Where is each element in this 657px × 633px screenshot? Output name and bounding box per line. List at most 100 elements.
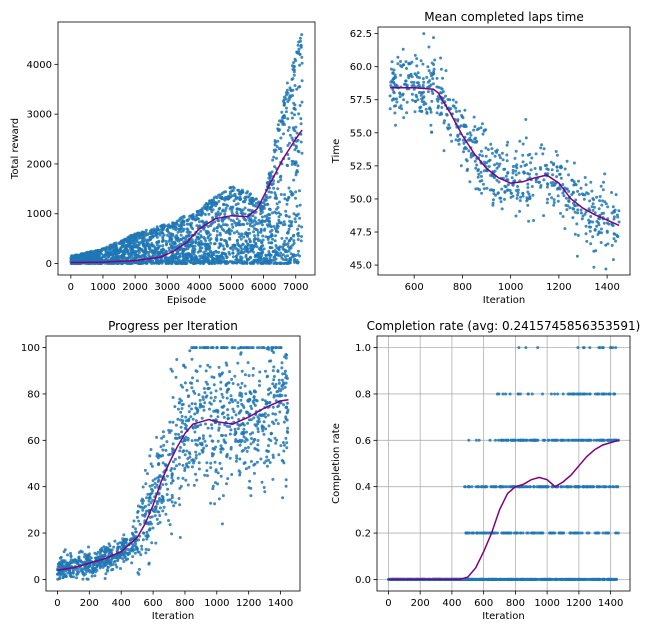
scatter-point: [233, 433, 237, 437]
scatter-point: [137, 538, 140, 542]
scatter-point: [440, 91, 443, 95]
scatter-point: [236, 404, 240, 408]
scatter-point: [207, 247, 211, 251]
scatter-point: [73, 256, 77, 260]
scatter-point: [439, 56, 443, 60]
scatter-point: [238, 424, 241, 428]
scatter-point: [220, 192, 224, 196]
scatter-point: [617, 220, 621, 224]
scatter-point: [253, 234, 256, 238]
scatter-point: [205, 202, 209, 206]
scatter-point: [283, 372, 287, 376]
scatter-point: [281, 496, 285, 500]
scatter-point: [125, 244, 129, 248]
scatter-point: [118, 553, 122, 557]
scatter-point: [213, 460, 217, 464]
scatter-point: [426, 90, 430, 94]
scatter-point: [484, 154, 488, 158]
scatter-point: [211, 447, 215, 450]
scatter-point: [118, 248, 122, 252]
scatter-point: [284, 213, 288, 217]
scatter-point: [209, 501, 213, 505]
scatter-point: [245, 222, 249, 226]
scatter-point: [444, 94, 447, 98]
scatter-point: [251, 196, 255, 200]
scatter-point: [572, 161, 576, 165]
scatter-point: [91, 563, 95, 567]
scatter-point: [272, 262, 276, 265]
scatter-point: [83, 568, 87, 571]
scatter-point: [275, 438, 279, 442]
scatter-point: [441, 76, 445, 80]
scatter-point: [246, 250, 250, 254]
scatter-point: [202, 250, 206, 254]
scatter-point: [147, 561, 151, 565]
scatter-point: [286, 117, 290, 121]
scatter-point: [480, 179, 484, 183]
scatter-point: [159, 445, 163, 449]
scatter-point: [528, 195, 532, 199]
scatter-point: [224, 441, 228, 445]
scatter-point: [265, 214, 269, 218]
scatter-point: [230, 473, 234, 476]
scatter-point: [546, 197, 549, 201]
scatter-point: [106, 251, 110, 255]
scatter-point: [187, 417, 191, 421]
scatter-point: [240, 232, 244, 236]
scatter-point: [610, 243, 614, 247]
scatter-point: [141, 249, 145, 253]
scatter-point: [480, 191, 484, 195]
scatter-point: [201, 220, 205, 224]
scatter-point: [214, 470, 218, 473]
scatter-point: [253, 216, 257, 220]
scatter-point: [170, 246, 174, 250]
scatter-point: [291, 126, 295, 130]
scatter-point: [161, 244, 165, 248]
scatter-point: [164, 239, 168, 243]
scatter-point: [264, 402, 268, 406]
scatter-point: [556, 199, 560, 203]
scatter-point: [256, 443, 260, 447]
scatter-point: [263, 412, 267, 416]
scatter-point: [289, 89, 293, 93]
scatter-point: [159, 224, 163, 228]
scatter-point: [287, 157, 291, 161]
scatter-point: [474, 187, 478, 191]
scatter-point: [213, 502, 217, 506]
scatter-point: [194, 369, 198, 373]
scatter-point: [280, 361, 284, 365]
y-tick-label: 80: [27, 389, 40, 400]
scatter-point: [106, 569, 110, 573]
scatter-point: [161, 430, 165, 434]
scatter-point: [173, 405, 177, 409]
scatter-point: [208, 199, 211, 203]
scatter-point: [577, 193, 581, 196]
scatter-point: [161, 448, 165, 452]
scatter-point: [221, 196, 224, 200]
y-tick-label: 2000: [27, 159, 52, 170]
scatter-point: [282, 382, 286, 386]
scatter-point: [136, 232, 140, 236]
scatter-point: [262, 228, 266, 232]
scatter-point: [284, 261, 288, 265]
scatter-point: [300, 61, 304, 65]
scatter-point: [239, 346, 243, 350]
scatter-point: [183, 365, 187, 369]
scatter-point: [216, 439, 220, 443]
scatter-point: [296, 138, 300, 142]
scatter-point: [567, 189, 571, 193]
scatter-point: [235, 247, 239, 251]
scatter-point: [300, 100, 304, 104]
scatter-point: [215, 254, 219, 258]
scatter-point: [240, 381, 244, 385]
scatter-series: [388, 32, 621, 271]
scatter-point: [419, 105, 423, 109]
scatter-point: [239, 197, 243, 201]
scatter-point: [120, 541, 124, 545]
scatter-point: [259, 205, 263, 209]
scatter-point: [231, 185, 235, 189]
scatter-point: [227, 250, 231, 254]
scatter-point: [592, 265, 596, 269]
scatter-point: [225, 482, 228, 486]
scatter-point: [244, 253, 248, 257]
